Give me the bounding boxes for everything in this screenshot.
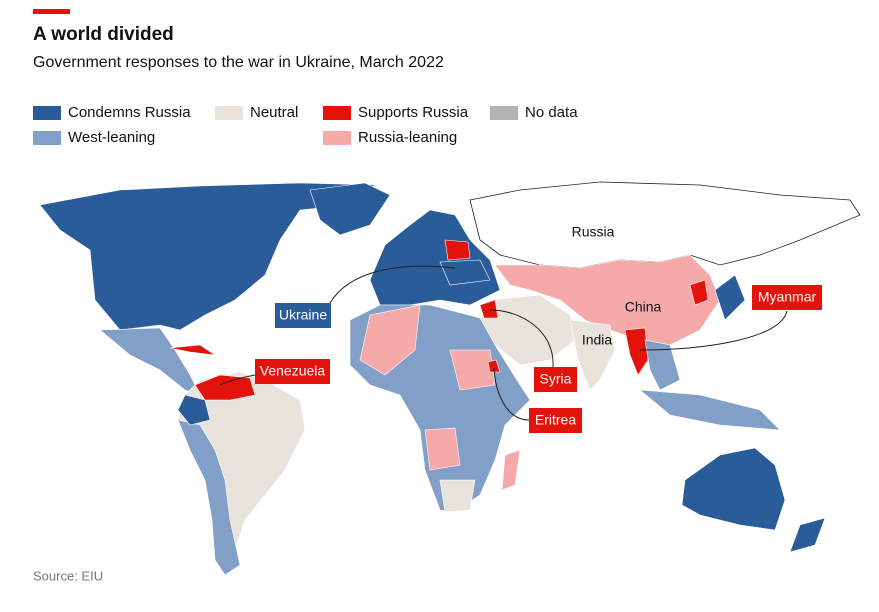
north-korea: [689, 279, 709, 306]
legend-label: Russia-leaning: [358, 129, 457, 146]
callout-label: Ukraine: [279, 307, 327, 323]
country-label: India: [582, 332, 613, 348]
callout-box: [752, 285, 822, 310]
callout-box: [529, 408, 582, 433]
legend-swatch: [490, 106, 518, 120]
russia: [469, 181, 861, 269]
india: [569, 319, 616, 391]
sudan: [449, 349, 496, 391]
leader-line: [329, 265, 456, 304]
australia: [681, 447, 786, 531]
mexico-central-america: [99, 327, 201, 396]
north-africa: [359, 304, 421, 376]
callout-label: Venezuela: [260, 363, 326, 379]
cuba: [169, 344, 216, 356]
country-label: China: [625, 299, 662, 315]
legend-label: Neutral: [250, 104, 298, 121]
subtitle: Government responses to the war in Ukrai…: [33, 54, 444, 71]
venezuela: [194, 374, 256, 401]
china-central-asia: [494, 254, 721, 346]
title: A world divided: [33, 24, 174, 45]
leader-line: [639, 310, 788, 351]
legend-swatch: [215, 106, 243, 120]
ukraine: [439, 259, 491, 286]
colombia: [177, 394, 211, 426]
leader-line: [489, 309, 554, 368]
legend-swatch: [33, 131, 61, 145]
greenland: [309, 182, 391, 236]
angola: [424, 427, 461, 471]
japan: [714, 274, 746, 321]
accent-bar: [33, 9, 70, 14]
belarus: [444, 239, 471, 261]
southeast-asia: [644, 339, 681, 391]
callout-label: Eritrea: [535, 412, 576, 428]
north-america: [39, 182, 376, 331]
legend-label: Condemns Russia: [68, 104, 191, 121]
legend-label: Supports Russia: [358, 104, 469, 121]
legend-label: No data: [525, 104, 578, 121]
leader-line: [493, 367, 530, 421]
callout-label: Syria: [540, 371, 572, 387]
callout-box: [275, 303, 331, 328]
callout-box: [534, 367, 577, 392]
syria: [479, 299, 499, 319]
eritrea: [487, 359, 501, 373]
country-label: Russia: [572, 224, 615, 240]
callout-box: [255, 359, 330, 384]
madagascar: [501, 449, 521, 491]
callout-label: Myanmar: [758, 289, 817, 305]
legend-label: West-leaning: [68, 129, 155, 146]
new-zealand: [789, 517, 826, 553]
source: Source: EIU: [33, 568, 103, 583]
indonesia: [639, 389, 781, 431]
myanmar: [624, 327, 649, 376]
map: [39, 181, 861, 576]
legend-swatch: [323, 131, 351, 145]
south-africa: [439, 479, 476, 513]
legend-swatch: [323, 106, 351, 120]
andes: [177, 419, 241, 576]
legend-swatch: [33, 106, 61, 120]
